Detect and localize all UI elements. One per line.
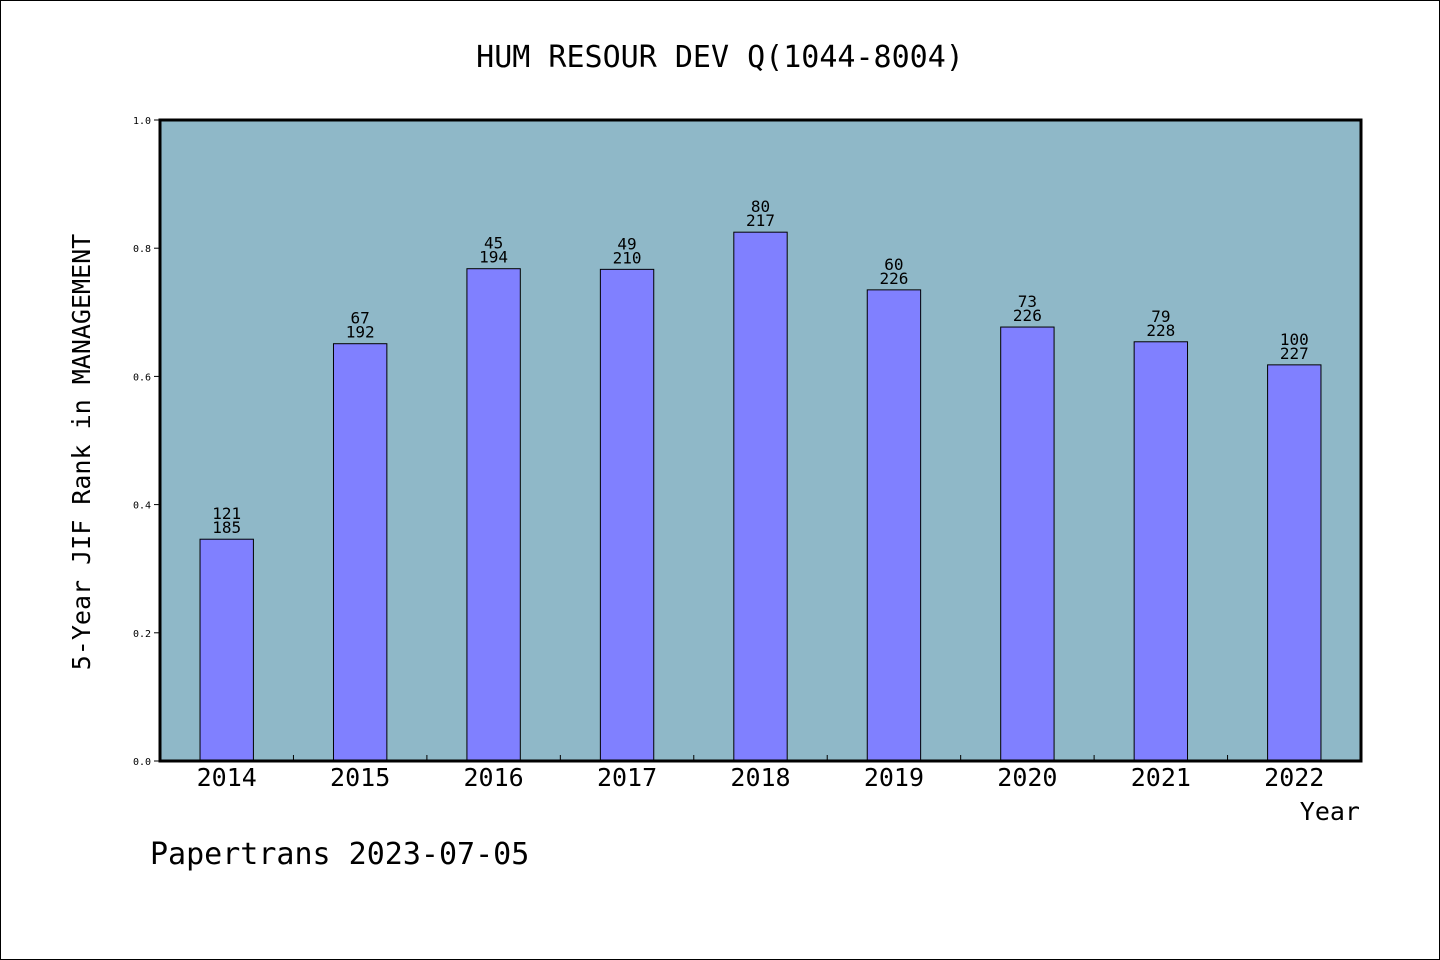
bar [1133, 341, 1189, 762]
data-label-bottom: 192 [346, 323, 375, 342]
data-label-bottom: 217 [746, 211, 775, 230]
bar [1000, 326, 1055, 762]
y-tick-label: 0.4 [133, 501, 151, 512]
data-label-bottom: 194 [479, 248, 508, 267]
data-label-top: 79 [1151, 307, 1170, 326]
x-tick-label: 2015 [330, 763, 390, 792]
y-tick-label: 1.0 [133, 116, 151, 127]
x-axis: 2014 2015 2016 2017 2018 2019 2020 2021 2022 [197, 755, 1324, 792]
data-label-top: 49 [617, 234, 636, 253]
x-tick-label: 2018 [730, 763, 790, 792]
x-tick-label: 2014 [197, 763, 257, 792]
data-label-bottom: 210 [613, 248, 642, 267]
bar [866, 289, 922, 762]
x-axis-label: Year [1300, 797, 1360, 826]
chart-title: HUM RESOUR DEV Q(1044-8004) [476, 40, 964, 75]
bars [199, 231, 1322, 762]
data-label-bottom: 227 [1280, 344, 1309, 363]
x-tick-label: 2017 [597, 763, 657, 792]
data-label-top: 73 [1018, 292, 1037, 311]
data-label-top: 100 [1280, 330, 1309, 349]
data-label-top: 121 [212, 504, 241, 523]
bar [733, 231, 788, 762]
data-label-top: 67 [351, 309, 370, 328]
data-label-top: 80 [751, 197, 770, 216]
y-tick-label: 0.8 [133, 244, 151, 255]
x-tick-label: 2019 [864, 763, 924, 792]
bar [332, 343, 388, 762]
data-label-bottom: 226 [879, 269, 908, 288]
bar [199, 538, 254, 762]
x-tick-label: 2022 [1264, 763, 1324, 792]
data-label-bottom: 226 [1013, 306, 1042, 325]
y-tick-label: 0.6 [133, 372, 151, 383]
x-tick-label: 2021 [1131, 763, 1191, 792]
credit-text: Papertrans 2023-07-05 [150, 837, 529, 872]
y-tick-label: 0.2 [133, 629, 151, 640]
y-tick-label: 0.0 [133, 757, 151, 768]
y-axis: 0.0 0.2 0.4 0.6 0.8 1.0 [133, 116, 160, 768]
y-axis-label: 5-Year JIF Rank in MANAGEMENT [67, 234, 96, 671]
data-label-top: 45 [484, 234, 503, 253]
data-label-bottom: 228 [1146, 321, 1175, 340]
bar [466, 268, 521, 762]
plot-border [158, 118, 1363, 763]
data-label-bottom: 185 [212, 518, 241, 537]
bar [599, 268, 655, 762]
x-tick-label: 2016 [464, 763, 524, 792]
x-tick-label: 2020 [997, 763, 1057, 792]
bar [1267, 364, 1322, 762]
data-label-top: 60 [884, 255, 903, 274]
